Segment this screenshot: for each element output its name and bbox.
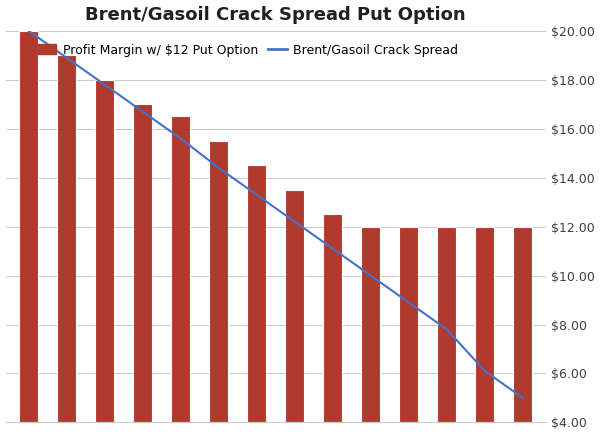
Bar [209,141,228,422]
Bar [475,227,494,422]
Title: Brent/Gasoil Crack Spread Put Option: Brent/Gasoil Crack Spread Put Option [85,6,466,24]
Legend: Profit Margin w/ $12 Put Option, Brent/Gasoil Crack Spread: Profit Margin w/ $12 Put Option, Brent/G… [32,38,463,61]
Bar [171,116,190,422]
Bar [323,215,342,422]
Bar [437,227,457,422]
Bar [95,80,114,422]
Bar [399,227,418,422]
Bar [361,227,380,422]
Bar [514,227,532,422]
Bar [57,55,76,422]
Bar [133,104,152,422]
Bar [19,31,38,422]
Bar [285,190,304,422]
Bar [247,165,266,422]
